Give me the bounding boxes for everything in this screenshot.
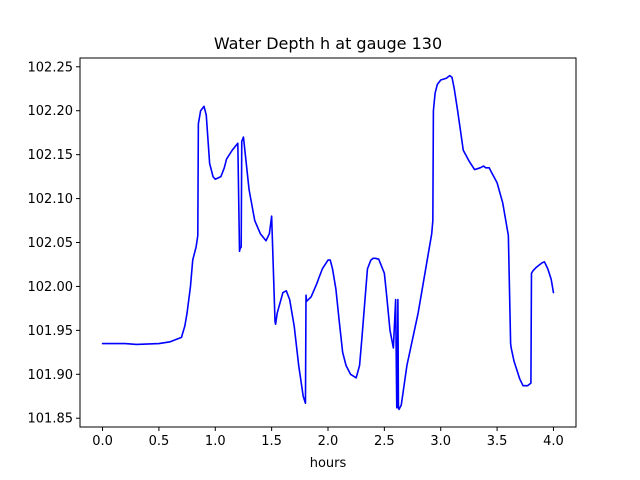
y-tick-label: 101.85	[28, 412, 74, 427]
y-tick-label: 102.10	[28, 192, 74, 207]
series-line-0	[101, 74, 555, 411]
x-tick-label: 1.5	[261, 434, 282, 449]
y-tick-label: 102.25	[28, 60, 74, 75]
x-tick-label: 4.0	[543, 434, 564, 449]
x-tick-label: 0.5	[149, 434, 170, 449]
x-tick-label: 1.0	[205, 434, 226, 449]
y-tick-label: 102.20	[28, 104, 74, 119]
y-tick-label: 102.05	[28, 236, 74, 251]
chart-title: Water Depth h at gauge 130	[214, 34, 442, 53]
x-tick-label: 2.5	[374, 434, 395, 449]
x-axis-label: hours	[310, 456, 347, 471]
x-tick-label: 3.0	[430, 434, 451, 449]
y-tick-label: 102.00	[28, 280, 74, 295]
x-tick-label: 3.5	[487, 434, 508, 449]
y-tick-label: 102.15	[28, 148, 74, 163]
y-axis: 101.85 101.90 101.95 102.00 102.05 102.10 102.…	[28, 60, 80, 427]
y-tick-label: 101.90	[28, 368, 74, 383]
series-layer	[101, 74, 555, 411]
x-tick-label: 0.0	[92, 434, 113, 449]
x-axis: 0.0 0.5 1.0 1.5 2.0 2.5 3.0 3.5 4.0	[92, 427, 564, 449]
y-tick-label: 101.95	[28, 324, 74, 339]
x-tick-label: 2.0	[318, 434, 339, 449]
